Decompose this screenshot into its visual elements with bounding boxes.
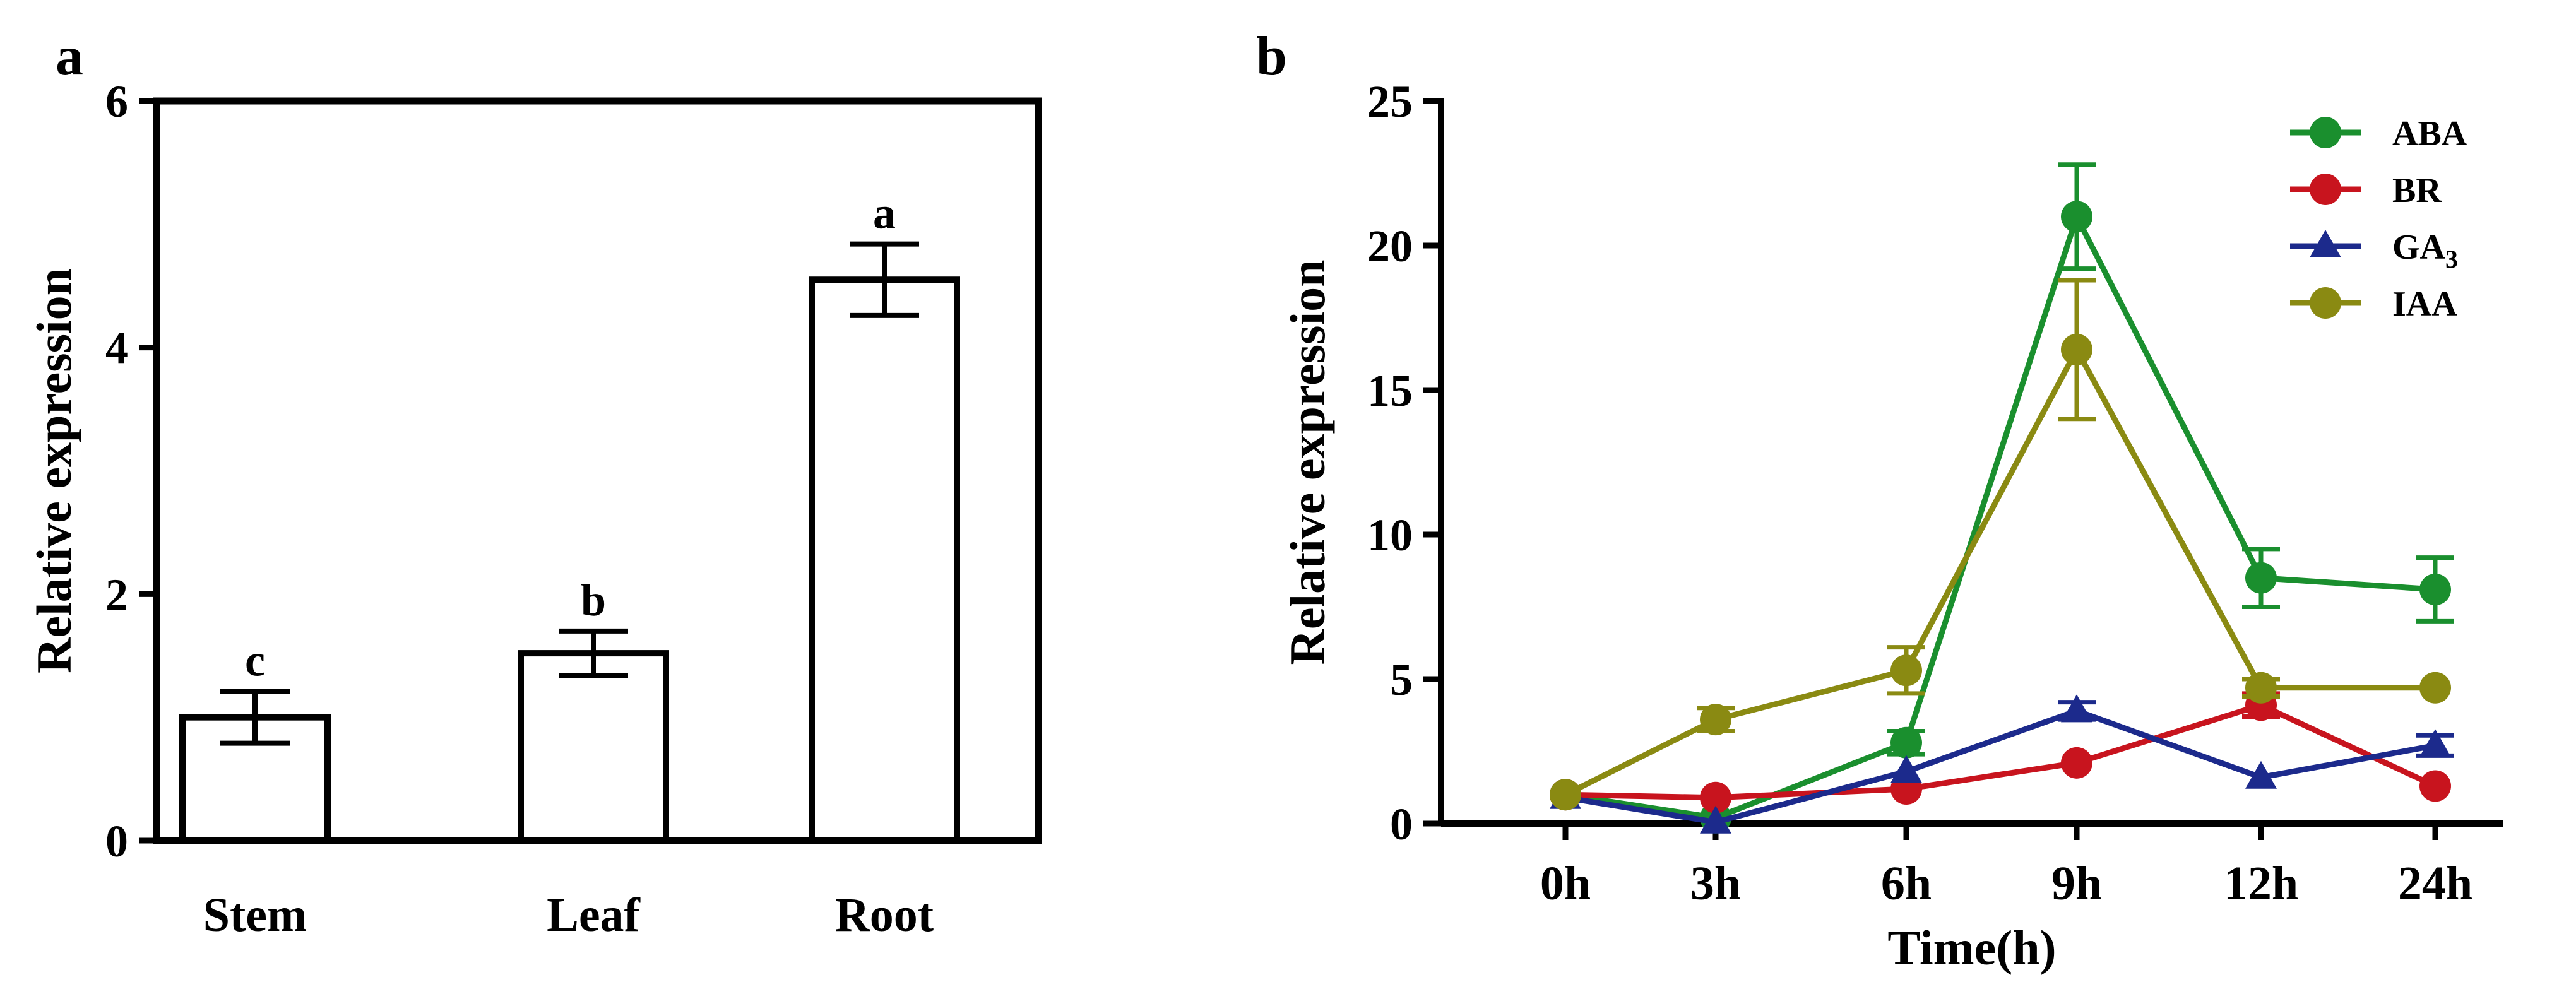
series-line xyxy=(1564,343,2435,798)
legend-label: IAA xyxy=(2392,285,2457,324)
plot-frame xyxy=(153,97,1042,844)
legend-label: ABA xyxy=(2392,114,2467,153)
legend-label: GA3 xyxy=(2392,228,2458,273)
legend-marker xyxy=(2310,230,2341,257)
panel-b-label: b xyxy=(1256,26,1287,87)
legend-marker xyxy=(2310,174,2341,205)
series-ga xyxy=(1550,694,2454,834)
x-tick-label: Stem xyxy=(203,889,307,942)
bar xyxy=(518,650,669,844)
data-point xyxy=(1890,726,1922,759)
line-chart-panel-b: 0 5 10 15 20 25 0h 3h 6h 9h 12h 24h Time(h) Relative … xyxy=(1280,76,2503,975)
x-tick-label: Leaf xyxy=(547,889,641,942)
significance-label: b xyxy=(581,575,606,625)
data-point xyxy=(1890,755,1922,783)
data-point xyxy=(2419,729,2451,757)
x-tick-label: 3h xyxy=(1690,857,1741,910)
series-br xyxy=(1550,689,2451,814)
y-tick-label: 0 xyxy=(1390,799,1413,849)
x-tick-label: 24h xyxy=(2398,857,2472,910)
data-point xyxy=(2061,201,2092,233)
y-tick-label: 15 xyxy=(1367,365,1413,416)
data-point xyxy=(1890,654,1922,687)
data-point xyxy=(1700,805,1731,834)
data-point xyxy=(2419,672,2451,704)
legend-marker xyxy=(2310,117,2341,148)
bar-chart-panel-a: c Stem b Leaf a Root 0 2 4 6 Relative expression xyxy=(27,76,1042,942)
y-tick-label: 0 xyxy=(105,816,128,867)
data-point xyxy=(2419,574,2451,606)
data-point xyxy=(2061,747,2092,779)
data-point xyxy=(1700,704,1731,736)
series-iaa xyxy=(1550,278,2451,811)
series-aba xyxy=(1550,162,2454,834)
legend: ABA BR GA3 IAA xyxy=(2290,114,2467,324)
y-tick-label: 5 xyxy=(1390,654,1413,705)
y-tick-label: 6 xyxy=(105,76,128,127)
y-axis-label: Relative expression xyxy=(1280,260,1335,665)
y-tick-label: 10 xyxy=(1367,510,1413,560)
significance-label: c xyxy=(245,636,265,686)
data-point xyxy=(2245,672,2277,704)
series-line xyxy=(1565,702,2437,801)
x-tick-label: 0h xyxy=(1540,857,1591,910)
y-tick-label: 4 xyxy=(105,323,128,374)
x-tick-label: 12h xyxy=(2224,857,2298,910)
data-point xyxy=(2061,694,2092,723)
legend-label: BR xyxy=(2392,171,2442,210)
x-tick-label: 6h xyxy=(1881,857,1932,910)
data-point xyxy=(2245,562,2277,594)
significance-label: a xyxy=(873,188,896,239)
data-point xyxy=(2419,770,2451,802)
y-tick-label: 2 xyxy=(105,569,128,620)
y-tick-label: 25 xyxy=(1367,76,1413,127)
data-point xyxy=(1550,779,1581,811)
bar xyxy=(809,276,960,844)
legend-marker xyxy=(2310,287,2341,319)
y-axis-label: Relative expression xyxy=(27,268,81,673)
data-point xyxy=(1700,781,1731,814)
data-point xyxy=(2245,760,2277,789)
data-point xyxy=(2061,333,2092,365)
x-tick-label: 9h xyxy=(2051,857,2102,910)
series-line xyxy=(1565,209,2436,821)
y-tick-label: 20 xyxy=(1367,221,1413,271)
panel-a-label: a xyxy=(56,26,83,87)
x-tick-label: Root xyxy=(835,889,934,942)
series-line xyxy=(1565,707,2436,825)
x-axis-label: Time(h) xyxy=(1887,920,2056,975)
